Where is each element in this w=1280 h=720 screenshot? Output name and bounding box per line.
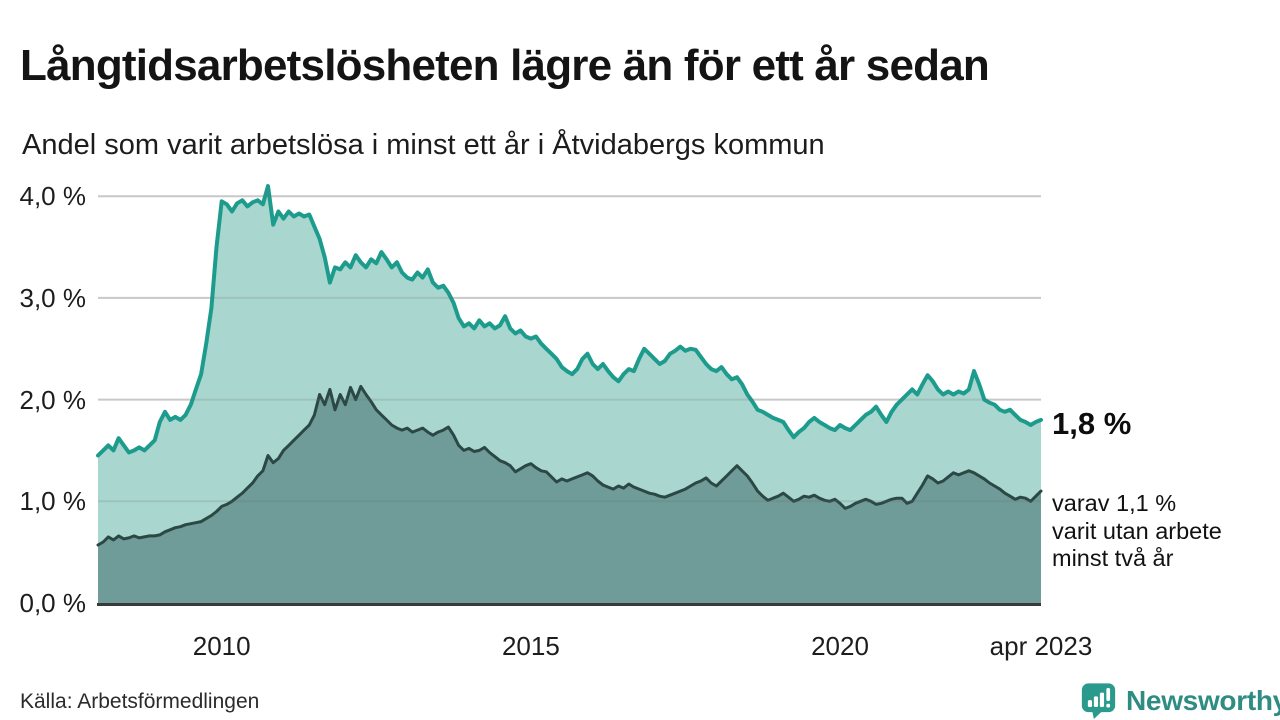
annotation-line: varit utan arbete: [1052, 517, 1222, 544]
annotation-line: minst två år: [1052, 545, 1174, 571]
y-axis-tick-label: 3,0 %: [19, 282, 87, 313]
chart-title: Långtidsarbetslösheten lägre än för ett …: [20, 41, 990, 91]
x-axis-tick-label: 2015: [501, 631, 560, 661]
y-axis-tick-label: 0,0 %: [19, 588, 87, 618]
latest-value-label: 1,8 %: [1052, 406, 1132, 441]
annotation-line: varav 1,1 %: [1052, 490, 1177, 516]
secondary-series-annotation: varav 1,1 % varit utan arbete minst två …: [1052, 490, 1222, 573]
x-axis-tick-label: 2020: [811, 631, 869, 661]
y-axis-tick-label: 4,0 %: [19, 181, 87, 212]
chart-subtitle: Andel som varit arbetslösa i minst ett å…: [22, 129, 825, 161]
x-axis-tick-label: apr 2023: [989, 631, 1093, 661]
source-label: Källa: Arbetsförmedlingen: [20, 690, 260, 713]
newsworthy-wordmark: Newsworthy: [1126, 685, 1280, 716]
y-axis-tick-label: 1,0 %: [19, 486, 87, 517]
x-axis-tick-label: 2010: [192, 631, 251, 661]
newsworthy-bubble-chart-icon: [1081, 683, 1116, 720]
newsworthy-logo: Newsworthy: [1080, 682, 1280, 720]
y-axis-tick-label: 2,0 %: [19, 384, 87, 415]
